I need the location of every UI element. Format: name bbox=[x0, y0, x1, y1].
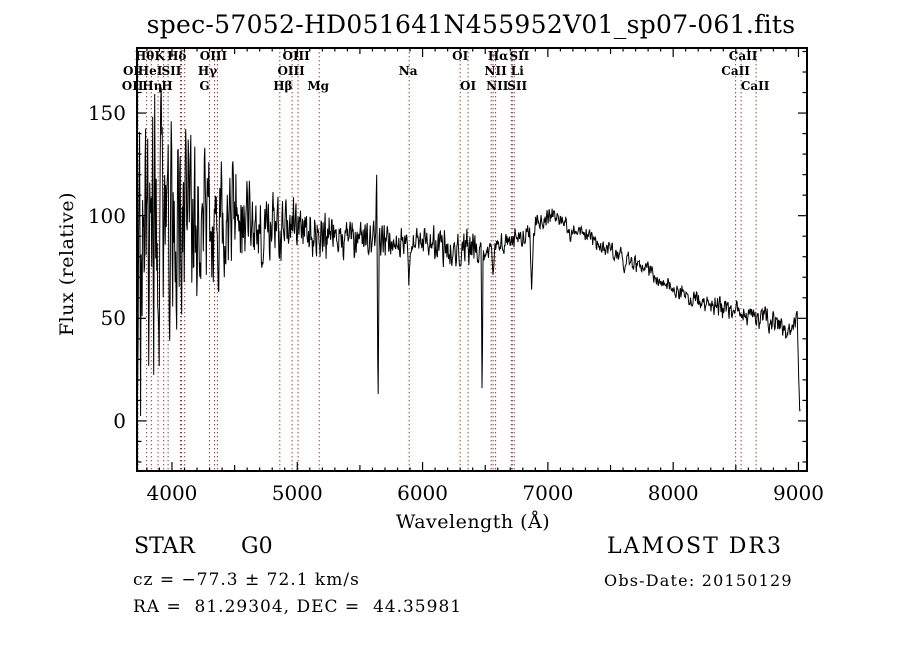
spectral-line-label: NII bbox=[486, 79, 509, 93]
plot-title: spec-57052-HD051641N455952V01_sp07-061.f… bbox=[146, 10, 796, 39]
plot-frame bbox=[136, 47, 808, 472]
spectrum-trace bbox=[137, 87, 801, 417]
radial-velocity-text: cz = −77.3 ± 72.1 km/s bbox=[133, 570, 360, 590]
observation-date-text: Obs-Date: 20150129 bbox=[604, 571, 793, 590]
spectral-line-label: CaII bbox=[721, 64, 750, 78]
x-axis-label: Wavelength (Å) bbox=[395, 511, 551, 533]
spectral-line-label: Hγ bbox=[197, 64, 218, 78]
spectral-line-label: Hθ bbox=[134, 49, 155, 63]
y-tick-label: 150 bbox=[87, 101, 126, 126]
x-tick-label: 4000 bbox=[146, 481, 198, 505]
spectral-line-label: K bbox=[154, 49, 165, 63]
spectral-line-label: SII bbox=[509, 49, 530, 63]
x-tick-label: 8000 bbox=[647, 481, 699, 505]
spectral-line-label: CaII bbox=[728, 49, 758, 63]
classification-row: STAR G0 bbox=[134, 534, 273, 559]
spectral-line-label: OI bbox=[452, 49, 469, 63]
y-tick-label: 100 bbox=[87, 203, 126, 228]
spectral-line-label: NII bbox=[484, 64, 507, 78]
object-class: STAR bbox=[134, 534, 195, 559]
spectral-line-label: OIII bbox=[199, 49, 228, 63]
x-tick-label: 7000 bbox=[522, 481, 574, 505]
spectral-line-label: OIII bbox=[277, 64, 305, 78]
spectral-line-label: Na bbox=[398, 64, 418, 78]
spectral-line-label: HeI bbox=[137, 64, 163, 78]
spectral-line-label: Hη bbox=[142, 79, 163, 93]
spectral-line-label: OII bbox=[121, 79, 144, 93]
spectral-line-label: Hδ bbox=[167, 49, 187, 63]
y-tick-label: 0 bbox=[113, 408, 126, 433]
spectral-line-label: OIII bbox=[282, 49, 310, 63]
spectral-line-label: H bbox=[161, 79, 173, 93]
x-tick-label: 9000 bbox=[773, 481, 824, 505]
spectral-line-label: Li bbox=[510, 64, 524, 78]
x-tick-label: 5000 bbox=[271, 481, 323, 505]
spectral-line-label: Mg bbox=[307, 79, 330, 93]
spectral-line-label: CaII bbox=[740, 79, 770, 93]
spectral-line-label: G bbox=[199, 79, 210, 93]
spectral-line-label: Hα bbox=[487, 49, 509, 63]
spectral-line-label: OI bbox=[460, 79, 477, 93]
coordinates-text: RA = 81.29304, DEC = 44.35981 bbox=[133, 597, 463, 617]
spectral-line-label: SII bbox=[507, 79, 528, 93]
x-tick-label: 6000 bbox=[397, 481, 449, 505]
spectral-line-label: SII bbox=[161, 64, 182, 78]
spectral-line-label: OI bbox=[122, 64, 140, 78]
y-tick-label: 50 bbox=[100, 306, 126, 331]
object-subclass: G0 bbox=[241, 534, 273, 559]
survey-release-label: LAMOST DR3 bbox=[607, 534, 783, 559]
spectral-line-label: Hβ bbox=[273, 79, 293, 93]
